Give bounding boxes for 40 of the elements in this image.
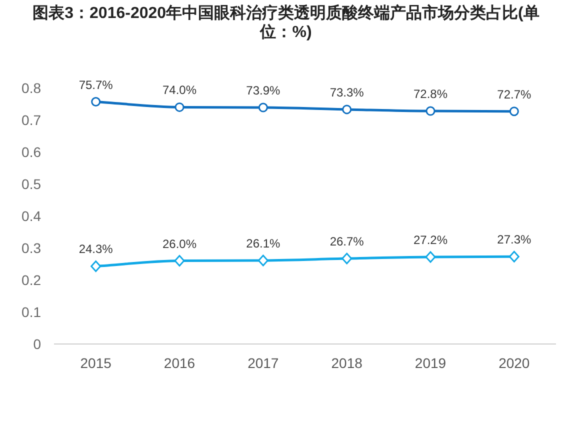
y-tick-label: 0.1 bbox=[22, 304, 42, 320]
point bbox=[90, 260, 102, 272]
x-tick-label: 2015 bbox=[80, 355, 112, 371]
x-tick-label: 2019 bbox=[414, 355, 446, 371]
y-tick-label: 0.2 bbox=[22, 272, 42, 288]
chart-title: 图表3：2016-2020年中国眼科治疗类透明质酸终端产品市场分类占比(单位：%) bbox=[32, 4, 540, 42]
data-label: 72.8% bbox=[413, 87, 448, 102]
data-label: 75.7% bbox=[78, 78, 114, 92]
x-tick-label: 2018 bbox=[331, 355, 363, 371]
data-label: 27.2% bbox=[413, 232, 448, 247]
point bbox=[508, 250, 520, 262]
data-label: 73.3% bbox=[330, 85, 364, 100]
y-tick-label: 0.6 bbox=[22, 144, 42, 160]
data-label: 26.7% bbox=[330, 234, 364, 249]
data-label: 26.0% bbox=[162, 236, 197, 251]
y-tick-label: 0.7 bbox=[22, 112, 42, 128]
data-label: 74.0% bbox=[162, 83, 197, 98]
data-label: 24.3% bbox=[78, 242, 114, 256]
x-tick-label: 2016 bbox=[164, 355, 196, 371]
point bbox=[174, 102, 184, 112]
x-tick-label: 2017 bbox=[248, 355, 279, 371]
y-tick-label: 0.3 bbox=[22, 240, 42, 256]
point bbox=[342, 104, 352, 114]
y-tick-label: 0.8 bbox=[22, 80, 42, 96]
data-label: 72.7% bbox=[497, 87, 532, 102]
y-tick-label: 0 bbox=[33, 336, 42, 352]
point bbox=[342, 252, 352, 264]
point bbox=[174, 255, 185, 267]
data-label: 73.9% bbox=[246, 84, 281, 98]
x-tick-label: 2020 bbox=[498, 355, 530, 371]
point bbox=[258, 102, 268, 112]
point bbox=[426, 106, 436, 116]
data-label: 27.3% bbox=[497, 232, 532, 247]
point bbox=[258, 254, 268, 266]
point bbox=[425, 251, 436, 263]
point bbox=[509, 106, 519, 116]
y-tick-label: 0.5 bbox=[22, 176, 42, 192]
point bbox=[91, 97, 101, 107]
data-label: 26.1% bbox=[246, 236, 281, 250]
y-tick-label: 0.4 bbox=[22, 208, 42, 224]
